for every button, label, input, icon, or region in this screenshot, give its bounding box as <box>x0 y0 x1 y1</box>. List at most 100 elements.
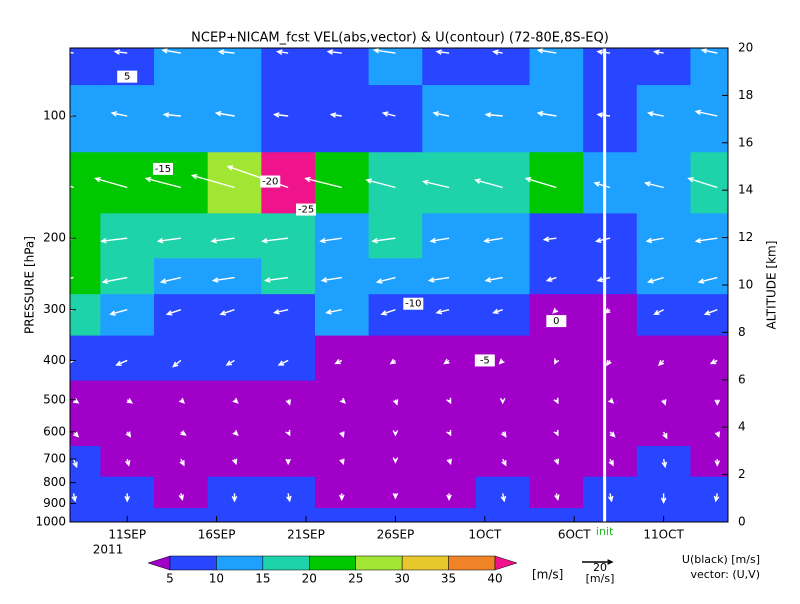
speed-cell <box>690 257 729 295</box>
wind-vector <box>178 522 184 532</box>
wind-vector <box>499 521 505 532</box>
wind-vector <box>338 493 345 501</box>
speed-cell <box>475 48 531 86</box>
y-tick-label: 800 <box>43 475 66 489</box>
wind-vector <box>71 493 78 503</box>
colorbar-tick-label: 25 <box>348 572 363 586</box>
wind-vector <box>178 493 185 501</box>
speed-cell <box>636 335 691 381</box>
contour-label-box <box>117 70 138 83</box>
colorbar-high <box>494 555 518 571</box>
speed-cell <box>154 48 209 86</box>
speed-cell <box>314 293 370 336</box>
wind-vector <box>552 307 559 314</box>
x-tick-label: 16SEP <box>198 528 236 542</box>
speed-cell <box>314 212 370 259</box>
wind-vector <box>608 521 614 533</box>
wind-vector <box>715 521 721 535</box>
wind-vector <box>653 49 664 56</box>
speed-cell <box>583 48 638 86</box>
colorbar-tick-label: 20 <box>302 572 317 586</box>
wind-vector <box>285 429 291 437</box>
speed-cell <box>583 293 638 336</box>
speed-cell <box>583 212 638 259</box>
colorbar-tick-label: 40 <box>487 572 502 586</box>
wind-vector <box>553 397 559 405</box>
colorbar-tick-label: 15 <box>255 572 270 586</box>
wind-vector <box>606 359 612 367</box>
wind-vector <box>545 276 557 282</box>
x-tick-label: 26SEP <box>377 528 415 542</box>
y-tick-label: 900 <box>43 496 66 510</box>
wind-vector <box>53 110 74 117</box>
speed-cell <box>529 335 584 381</box>
speed-cell <box>207 380 262 417</box>
wind-vector <box>687 177 718 189</box>
speed-cell <box>154 212 209 259</box>
speed-cell <box>207 476 262 509</box>
speed-cell <box>314 507 370 523</box>
speed-cell <box>100 212 155 259</box>
speed-cell <box>690 507 729 523</box>
speed-cell <box>690 48 729 86</box>
wind-vector <box>178 397 185 404</box>
year-label: 2011 <box>93 543 124 557</box>
wind-vector <box>700 48 718 54</box>
wind-vector <box>653 309 664 315</box>
speed-cell <box>314 48 370 86</box>
speed-cell <box>475 293 531 336</box>
speed-cell <box>154 335 209 381</box>
y-tick-label: 500 <box>43 392 66 406</box>
contour-label-box <box>260 175 281 188</box>
wind-vector <box>446 397 452 405</box>
speed-cell <box>636 212 691 259</box>
wind-vector <box>190 173 235 189</box>
colorbar-low <box>147 555 171 571</box>
wind-vector <box>62 49 74 56</box>
wind-vector <box>714 459 721 467</box>
speed-cell <box>583 380 638 417</box>
speed-cell <box>207 507 262 523</box>
colorbar-tick-label: 5 <box>166 572 174 586</box>
wind-vector <box>126 398 134 404</box>
wind-vector <box>427 276 450 283</box>
wind-vector <box>392 522 399 533</box>
speed-cell <box>261 507 316 523</box>
speed-cell <box>529 507 584 523</box>
wind-vector <box>232 521 239 533</box>
wind-vector <box>172 359 182 368</box>
wind-vector <box>714 431 721 438</box>
speed-cell <box>368 48 423 86</box>
speed-cell <box>368 212 423 259</box>
speed-cell <box>368 415 423 447</box>
wind-vector <box>554 358 560 365</box>
speed-cell <box>422 293 477 336</box>
wind-vector <box>339 458 345 466</box>
wind-vector <box>657 359 665 367</box>
wind-vector <box>501 431 507 438</box>
wind-vector <box>144 176 182 189</box>
x-tick-label: 1OCT <box>468 528 501 542</box>
wind-vector <box>371 237 396 244</box>
speed-cell <box>70 212 101 259</box>
wind-vector <box>339 431 345 438</box>
speed-cell <box>70 380 101 417</box>
wind-vector <box>492 308 503 315</box>
speed-cell <box>690 476 729 509</box>
speed-cell <box>314 335 370 381</box>
y-tick-label: 600 <box>43 424 66 438</box>
speed-cell <box>261 212 316 259</box>
speed-cell <box>422 212 477 259</box>
colorbar-box <box>169 555 217 571</box>
speed-cell <box>529 212 584 259</box>
speed-cell <box>100 257 155 295</box>
speed-cell <box>475 507 531 523</box>
vector-ref-arrow <box>582 559 614 565</box>
speed-cell <box>636 48 691 86</box>
wind-vector <box>286 493 292 503</box>
speed-cell <box>70 335 101 381</box>
wind-vector <box>110 111 128 117</box>
wind-vector <box>553 429 559 437</box>
wind-vector <box>232 458 238 466</box>
wind-vector <box>593 181 611 189</box>
